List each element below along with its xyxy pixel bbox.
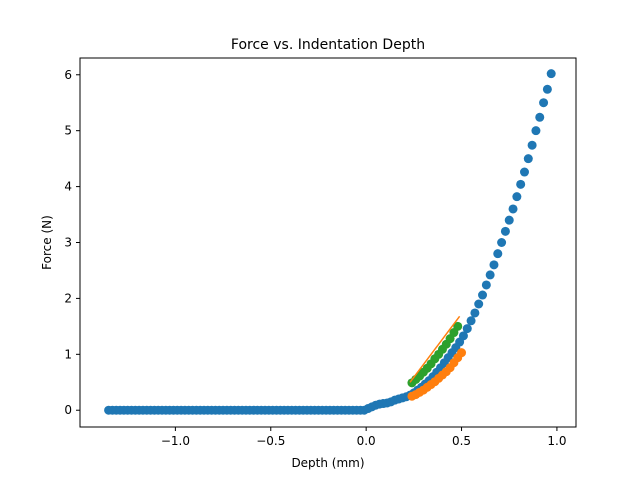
series-3-line — [409, 315, 461, 383]
series-0-point — [512, 192, 522, 202]
y-axis-label: Force (N) — [40, 215, 54, 270]
series-0-point — [508, 204, 518, 214]
series-0-point — [542, 84, 552, 94]
series-0-point — [474, 299, 484, 309]
series-0-point — [519, 167, 529, 177]
y-tick-label: 4 — [64, 180, 72, 194]
series-0-point — [516, 179, 526, 189]
x-tick-label: −0.5 — [256, 434, 285, 448]
x-tick-label: −1.0 — [161, 434, 190, 448]
series-1-point — [457, 348, 467, 358]
y-tick-label: 2 — [64, 291, 72, 305]
series-0-point — [466, 316, 476, 326]
y-tick-label: 1 — [64, 347, 72, 361]
series-2-point — [453, 321, 463, 331]
x-tick-label: 0.0 — [357, 434, 376, 448]
series-0-point — [478, 290, 488, 300]
x-axis-label: Depth (mm) — [291, 456, 364, 470]
series-0-point — [470, 308, 480, 318]
series-0-point — [481, 280, 491, 290]
x-tick-label: 1.0 — [547, 434, 566, 448]
series-0-point — [489, 260, 499, 270]
y-tick-label: 6 — [64, 68, 72, 82]
series-0-point — [462, 324, 472, 334]
series-0-point — [546, 69, 556, 79]
series-0-point — [497, 238, 507, 247]
series-0-point — [458, 331, 468, 341]
series-0-point — [527, 140, 537, 150]
x-tick-label: 0.5 — [452, 434, 471, 448]
series-0-point — [504, 215, 514, 225]
series-0-point — [523, 154, 533, 164]
y-tick-label: 0 — [64, 403, 72, 417]
series-0-point — [531, 126, 541, 136]
series-0-point — [535, 112, 545, 122]
chart-title: Force vs. Indentation Depth — [231, 37, 425, 53]
series-0-point — [485, 270, 495, 280]
series-0-point — [539, 98, 549, 108]
y-tick-label: 5 — [64, 124, 72, 138]
y-tick-label: 3 — [64, 236, 72, 250]
series-0-point — [493, 249, 503, 259]
series-0-point — [500, 226, 510, 236]
